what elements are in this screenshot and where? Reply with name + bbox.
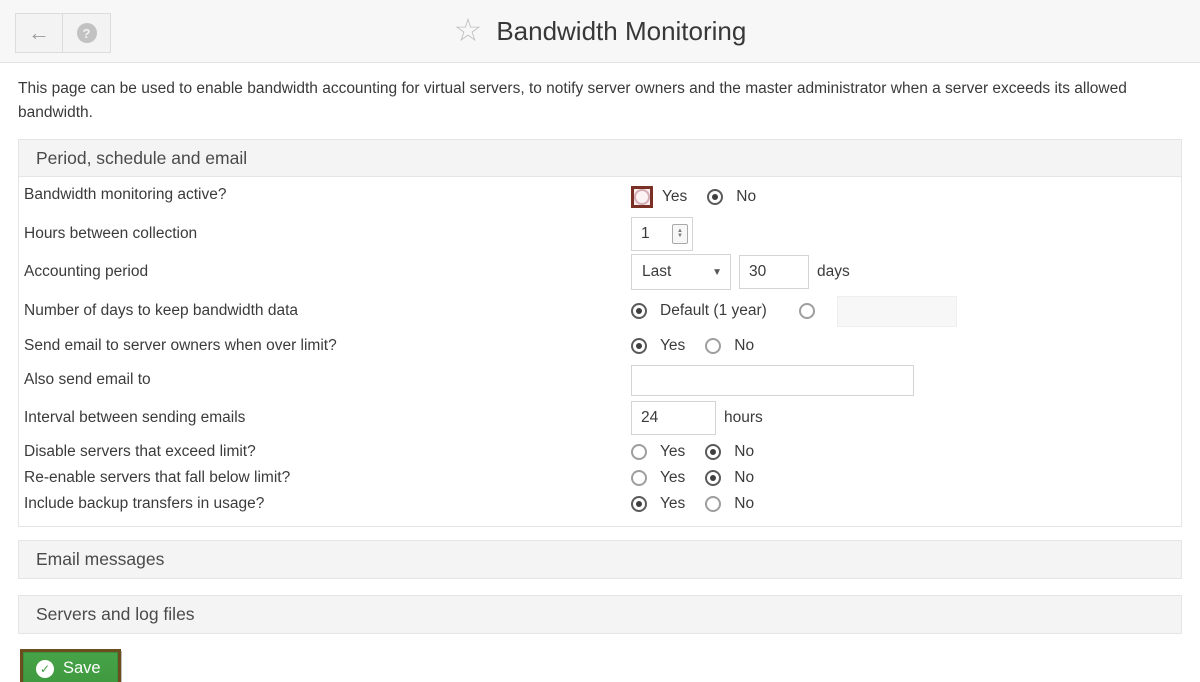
reenable-no-radio[interactable] bbox=[705, 469, 722, 486]
row-include-backup: Include backup transfers in usage? Yes N… bbox=[19, 490, 1181, 518]
annotation-highlight-box bbox=[631, 186, 653, 208]
reenable-yes-radio[interactable] bbox=[631, 469, 647, 486]
backup-no-radio[interactable] bbox=[705, 496, 722, 512]
form-body: Bandwidth monitoring active? Yes No Hour… bbox=[19, 177, 1181, 526]
yes-label: Yes bbox=[662, 188, 688, 205]
hours-unit-label: hours bbox=[724, 409, 763, 426]
check-circle-icon: ✓ bbox=[36, 659, 54, 678]
yes-label: Yes bbox=[660, 337, 686, 354]
title-area: ☆ Bandwidth Monitoring bbox=[0, 0, 1200, 63]
section-header-period: Period, schedule and email bbox=[19, 140, 1181, 177]
select-value: Last bbox=[642, 263, 672, 280]
row-interval-emails: Interval between sending emails hours bbox=[19, 398, 1181, 438]
monitoring-active-no-radio[interactable] bbox=[707, 189, 724, 205]
field-label: Number of days to keep bandwidth data bbox=[24, 302, 299, 319]
annotation-highlight-save: ✓ Save bbox=[20, 649, 121, 682]
help-button[interactable]: ? bbox=[63, 13, 111, 53]
row-monitoring-active: Bandwidth monitoring active? Yes No bbox=[19, 182, 1181, 216]
no-label: No bbox=[734, 495, 755, 512]
page-title: Bandwidth Monitoring bbox=[496, 16, 747, 46]
back-button[interactable]: ← bbox=[15, 13, 63, 53]
no-label: No bbox=[736, 188, 757, 205]
owners-no-radio[interactable] bbox=[705, 338, 722, 354]
field-label: Also send email to bbox=[24, 371, 151, 388]
help-icon: ? bbox=[76, 23, 97, 43]
yes-label: Yes bbox=[660, 495, 686, 512]
number-spinner-icon[interactable]: ▲ ▼ bbox=[672, 224, 688, 244]
row-days-to-keep: Number of days to keep bandwidth data De… bbox=[19, 292, 1181, 330]
disable-no-radio[interactable] bbox=[705, 443, 722, 460]
row-disable-servers: Disable servers that exceed limit? Yes N… bbox=[19, 438, 1181, 465]
section-header-email-messages[interactable]: Email messages bbox=[19, 541, 1181, 578]
top-bar: ← ? ☆ Bandwidth Monitoring bbox=[0, 0, 1200, 63]
accounting-period-select[interactable]: Last ▼ bbox=[631, 254, 731, 290]
row-send-email-owners: Send email to server owners when over li… bbox=[19, 330, 1181, 362]
page-description: This page can be used to enable bandwidt… bbox=[18, 80, 1127, 121]
favorite-star-icon[interactable]: ☆ bbox=[453, 11, 483, 48]
field-label: Send email to server owners when over li… bbox=[24, 337, 337, 354]
row-accounting-period: Accounting period Last ▼ days bbox=[19, 252, 1181, 292]
keep-default-label: Default (1 year) bbox=[660, 302, 767, 319]
disable-yes-radio[interactable] bbox=[631, 443, 647, 460]
field-label: Hours between collection bbox=[24, 225, 198, 242]
nav-button-group: ← ? bbox=[15, 13, 111, 53]
field-label: Disable servers that exceed limit? bbox=[24, 442, 256, 460]
chevron-down-icon: ▼ bbox=[712, 266, 722, 278]
field-label: Include backup transfers in usage? bbox=[24, 495, 265, 512]
field-label: Re-enable servers that fall below limit? bbox=[24, 468, 291, 486]
panel-email-messages[interactable]: Email messages bbox=[18, 540, 1182, 579]
accounting-period-days-input[interactable] bbox=[739, 255, 809, 289]
row-hours-between-collection: Hours between collection ▲▼ bbox=[19, 216, 1181, 252]
yes-label: Yes bbox=[660, 442, 686, 460]
section-header-servers-logs[interactable]: Servers and log files bbox=[19, 596, 1181, 633]
back-arrow-icon: ← bbox=[28, 20, 50, 45]
monitoring-active-yes-radio[interactable] bbox=[634, 189, 650, 205]
backup-yes-radio[interactable] bbox=[631, 496, 647, 512]
no-label: No bbox=[734, 442, 755, 460]
keep-custom-input[interactable] bbox=[836, 295, 957, 327]
panel-period-schedule-email: Period, schedule and email Bandwidth mon… bbox=[18, 139, 1182, 527]
field-label: Interval between sending emails bbox=[24, 409, 246, 426]
row-reenable-servers: Re-enable servers that fall below limit?… bbox=[19, 465, 1181, 490]
row-also-send-email: Also send email to bbox=[19, 362, 1181, 398]
owners-yes-radio[interactable] bbox=[631, 338, 647, 354]
days-unit-label: days bbox=[817, 263, 850, 280]
no-label: No bbox=[734, 337, 755, 354]
save-button-label: Save bbox=[63, 659, 101, 677]
yes-label: Yes bbox=[660, 468, 686, 486]
no-label: No bbox=[734, 468, 755, 486]
keep-custom-radio[interactable] bbox=[798, 303, 815, 319]
keep-default-radio[interactable] bbox=[631, 303, 647, 319]
save-button[interactable]: ✓ Save bbox=[23, 652, 118, 682]
also-send-email-input[interactable] bbox=[631, 364, 914, 396]
panel-servers-log-files[interactable]: Servers and log files bbox=[18, 595, 1182, 634]
field-label: Bandwidth monitoring active? bbox=[24, 186, 227, 203]
interval-emails-input[interactable] bbox=[631, 401, 716, 435]
field-label: Accounting period bbox=[24, 263, 149, 280]
